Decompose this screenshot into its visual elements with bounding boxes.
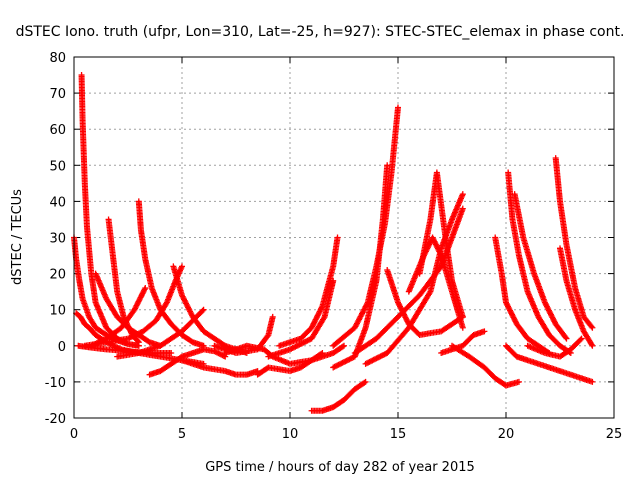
plot-frame bbox=[73, 56, 615, 419]
data-point bbox=[330, 277, 337, 284]
x-tick-label: 5 bbox=[178, 427, 186, 442]
x-ticks: 0 5 10 15 20 25 bbox=[70, 57, 622, 442]
y-tick-label: 80 bbox=[49, 51, 66, 66]
series-33 bbox=[557, 245, 596, 349]
data-point bbox=[269, 313, 276, 320]
data-point bbox=[578, 335, 585, 342]
data-points bbox=[71, 72, 596, 414]
series-34 bbox=[524, 335, 585, 360]
data-point bbox=[459, 324, 466, 331]
data-point bbox=[426, 289, 433, 296]
y-tick-label: 0 bbox=[58, 340, 66, 355]
y-tick-label: 60 bbox=[49, 123, 66, 138]
data-point bbox=[588, 323, 595, 330]
x-tick-label: 25 bbox=[606, 427, 623, 442]
data-point bbox=[459, 191, 466, 198]
x-tick-label: 20 bbox=[498, 427, 515, 442]
series-2 bbox=[78, 72, 142, 349]
data-point bbox=[589, 324, 596, 331]
data-point bbox=[459, 313, 466, 320]
series-29 bbox=[505, 169, 574, 357]
data-point bbox=[220, 352, 227, 359]
data-point bbox=[199, 307, 206, 314]
chart-title: dSTEC Iono. truth (ufpr, Lon=310, Lat=-2… bbox=[16, 24, 625, 40]
data-point bbox=[589, 342, 596, 349]
series-19 bbox=[330, 162, 391, 371]
x-tick-label: 15 bbox=[390, 427, 407, 442]
data-point bbox=[362, 378, 369, 385]
series-7 bbox=[88, 285, 149, 349]
data-point bbox=[339, 343, 346, 350]
series-6 bbox=[105, 216, 142, 346]
data-point bbox=[395, 104, 401, 111]
series-31 bbox=[503, 342, 596, 385]
data-point bbox=[515, 378, 522, 385]
data-point bbox=[319, 350, 326, 357]
x-axis-label: GPS time / hours of day 282 of year 2015 bbox=[205, 460, 475, 475]
data-point bbox=[264, 333, 271, 340]
data-point bbox=[384, 162, 391, 169]
series-30 bbox=[511, 191, 570, 342]
series-25 bbox=[416, 169, 466, 320]
y-tick-label: 40 bbox=[49, 195, 66, 210]
y-tick-label: 10 bbox=[49, 304, 66, 319]
y-tick-label: 20 bbox=[49, 268, 66, 283]
series-26 bbox=[438, 328, 488, 357]
data-point bbox=[168, 350, 175, 357]
data-point bbox=[577, 336, 584, 343]
data-point bbox=[334, 234, 341, 241]
data-point bbox=[200, 306, 207, 313]
y-tick-label: -20 bbox=[45, 412, 66, 427]
y-tick-label: 70 bbox=[49, 87, 66, 102]
data-point bbox=[588, 341, 595, 348]
series-9 bbox=[114, 306, 207, 360]
x-tick-label: 0 bbox=[70, 427, 78, 442]
data-point bbox=[134, 338, 141, 345]
series-18 bbox=[308, 378, 369, 414]
data-point bbox=[563, 335, 570, 342]
data-point bbox=[318, 350, 325, 357]
series-28 bbox=[492, 234, 553, 357]
data-point bbox=[341, 342, 347, 349]
data-point bbox=[562, 334, 569, 341]
y-tick-label: 30 bbox=[49, 232, 66, 247]
series-23 bbox=[384, 266, 466, 338]
data-point bbox=[135, 339, 142, 346]
y-axis-label: dSTEC / TECUs bbox=[10, 189, 25, 285]
series-8 bbox=[135, 198, 207, 349]
data-point bbox=[361, 379, 368, 386]
data-point bbox=[459, 205, 466, 212]
y-tick-label: -10 bbox=[45, 376, 66, 391]
series-27 bbox=[449, 342, 522, 389]
data-point bbox=[481, 328, 488, 335]
series-32 bbox=[552, 155, 596, 331]
data-point bbox=[179, 263, 185, 270]
data-point bbox=[163, 300, 170, 307]
y-tick-label: 50 bbox=[49, 159, 66, 174]
y-ticks: -20 -10 0 10 20 30 40 50 60 70 80 bbox=[45, 51, 614, 427]
data-point bbox=[142, 285, 149, 292]
series-12 bbox=[179, 357, 261, 378]
series-17 bbox=[276, 234, 341, 349]
series-20 bbox=[330, 104, 401, 349]
x-tick-label: 10 bbox=[282, 427, 299, 442]
data-point bbox=[589, 378, 596, 385]
series-15 bbox=[254, 350, 326, 378]
